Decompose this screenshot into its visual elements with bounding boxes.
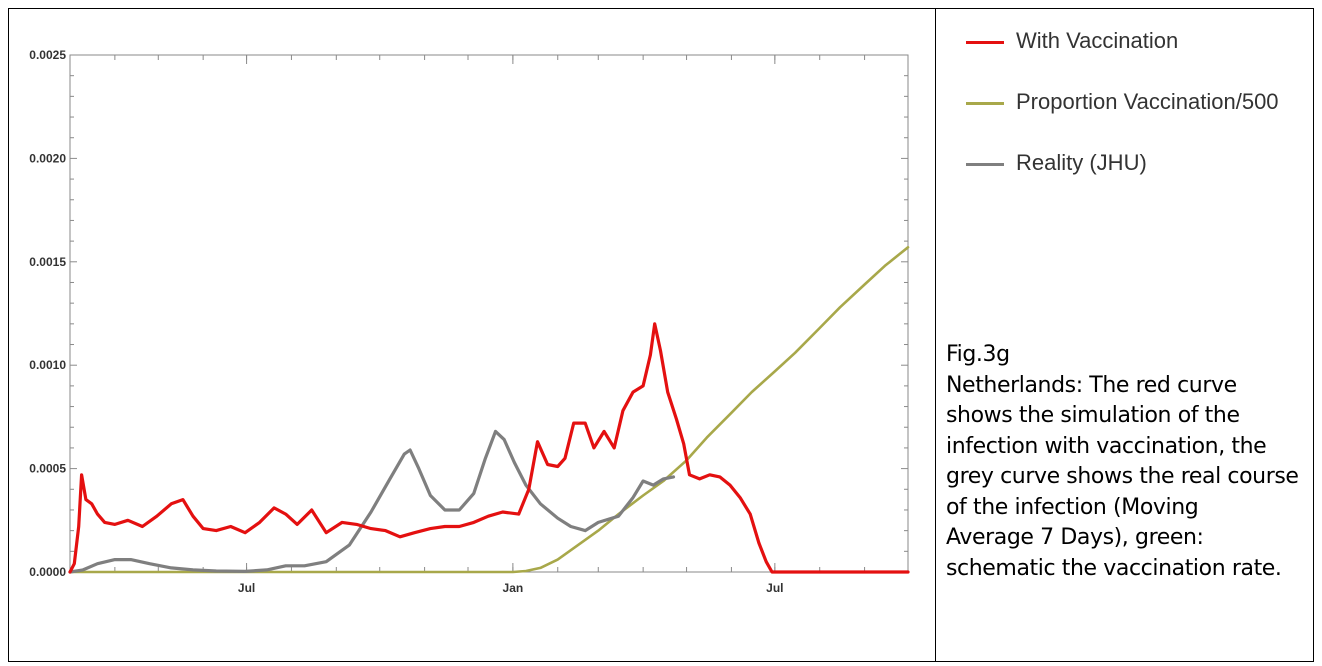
x-tick-labels: Jul Jan Jul xyxy=(238,581,784,595)
legend-label: Reality (JHU) xyxy=(1016,150,1147,175)
x-tick-label: Jul xyxy=(766,581,783,595)
line-chart: 0.0000 0.0005 0.0010 0.0015 0.0020 0.0025 Jul… xyxy=(29,48,910,595)
caption-line: schematic the vaccination rate. xyxy=(946,555,1282,581)
caption-line: shows the simulation of the xyxy=(946,403,1240,428)
figure-frame xyxy=(8,8,1314,662)
x-tick-label: Jul xyxy=(238,581,255,595)
legend-swatch-grey xyxy=(966,163,1004,166)
y-tick-label: 0.0025 xyxy=(29,48,66,62)
series-line-0 xyxy=(68,322,910,574)
panel-divider xyxy=(935,9,936,661)
y-tick-label: 0.0010 xyxy=(29,358,66,372)
tick-marks xyxy=(69,54,909,573)
y-tick-label: 0.0015 xyxy=(29,255,66,269)
legend-label: Proportion Vaccination/500 xyxy=(1016,89,1279,114)
series-line-2 xyxy=(68,429,676,574)
caption-line: Average 7 Days), green: xyxy=(946,525,1204,550)
legend-swatch-red xyxy=(966,41,1004,44)
figure-caption: Fig.3g Netherlands: The red curve shows … xyxy=(946,340,1318,584)
x-tick-label: Jan xyxy=(503,581,524,595)
caption-line: Netherlands: The red curve xyxy=(946,372,1237,398)
y-tick-labels: 0.0000 0.0005 0.0010 0.0015 0.0020 0.0025 xyxy=(29,48,66,579)
caption-line: infection with vaccination, the xyxy=(946,433,1267,459)
caption-line: grey curve shows the real course xyxy=(946,464,1299,489)
caption-line: Fig.3g xyxy=(946,342,1010,367)
caption-line: of the infection (Moving xyxy=(946,494,1199,520)
series-lines xyxy=(68,246,910,574)
series-line-1 xyxy=(68,246,910,574)
legend-label: With Vaccination xyxy=(1016,28,1179,53)
y-tick-label: 0.0020 xyxy=(29,151,66,165)
y-tick-label: 0.0000 xyxy=(29,565,66,579)
y-tick-label: 0.0005 xyxy=(29,462,66,476)
plot-frame xyxy=(69,54,909,573)
legend-swatch-olive xyxy=(966,102,1004,105)
